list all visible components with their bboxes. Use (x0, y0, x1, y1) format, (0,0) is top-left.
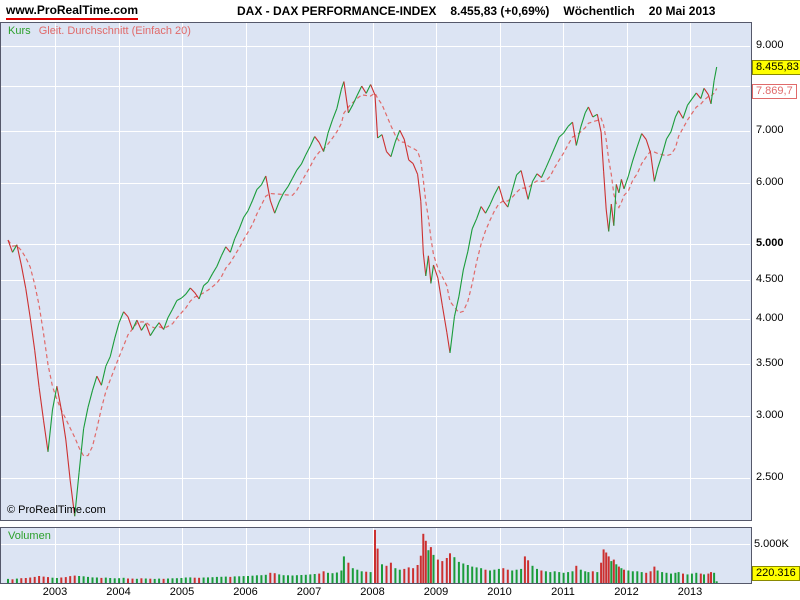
volume-value-badge: 220.316 (752, 566, 800, 581)
price-axis-label: 4.000 (756, 312, 784, 325)
price-axis-label: 6.000 (756, 175, 784, 188)
prorealtime-logo[interactable]: www.ProRealTime.com (6, 3, 139, 20)
year-axis-label: 2008 (360, 586, 385, 598)
price-axis-label: 7.000 (756, 123, 784, 136)
year-axis-label: 2007 (296, 586, 322, 598)
ma-value-badge: 7.869,7 (752, 84, 797, 99)
price-axis-label: 9.000 (756, 39, 784, 52)
price-chart-panel[interactable] (0, 22, 752, 521)
year-axis-label: 2010 (487, 586, 512, 598)
year-axis-label: 2006 (233, 586, 258, 598)
last-quote: 8.455,83 (+0,69%) (450, 4, 550, 18)
copyright-label: © ProRealTime.com (7, 504, 106, 516)
year-axis-label: 2013 (677, 586, 703, 598)
year-axis-label: 2004 (106, 586, 131, 598)
instrument-name: DAX - DAX PERFORMANCE-INDEX (237, 4, 437, 18)
price-axis-label: 4.500 (756, 272, 784, 285)
legend: Kurs Gleit. Durchschnitt (Einfach 20) (8, 25, 191, 37)
year-axis-label: 2005 (169, 586, 195, 598)
price-axis-label: 3.500 (756, 357, 784, 370)
price-axis-label: 2.500 (756, 470, 784, 483)
timeframe-label: Wöchentlich (563, 4, 635, 18)
volume-legend-label: Volumen (8, 530, 51, 542)
price-axis-label: 5.000 (756, 237, 784, 250)
chart-title: DAX - DAX PERFORMANCE-INDEX 8.455,83 (+0… (237, 4, 715, 18)
volume-axis-label: 5.000K (754, 538, 789, 550)
date-label: 20 Mai 2013 (648, 4, 716, 18)
legend-ma-label: Gleit. Durchschnitt (Einfach 20) (38, 25, 191, 37)
header-bar: www.ProRealTime.com DAX - DAX PERFORMANC… (0, 0, 800, 22)
volume-chart-panel[interactable] (0, 527, 752, 584)
last-price-badge: 8.455,83 (752, 60, 800, 75)
price-axis-label: 3.000 (756, 409, 784, 422)
year-axis-label: 2011 (551, 586, 575, 598)
legend-price-label: Kurs (8, 25, 31, 37)
year-axis-label: 2003 (42, 586, 68, 598)
year-axis-label: 2012 (614, 586, 639, 598)
year-axis-label: 2009 (423, 586, 449, 598)
